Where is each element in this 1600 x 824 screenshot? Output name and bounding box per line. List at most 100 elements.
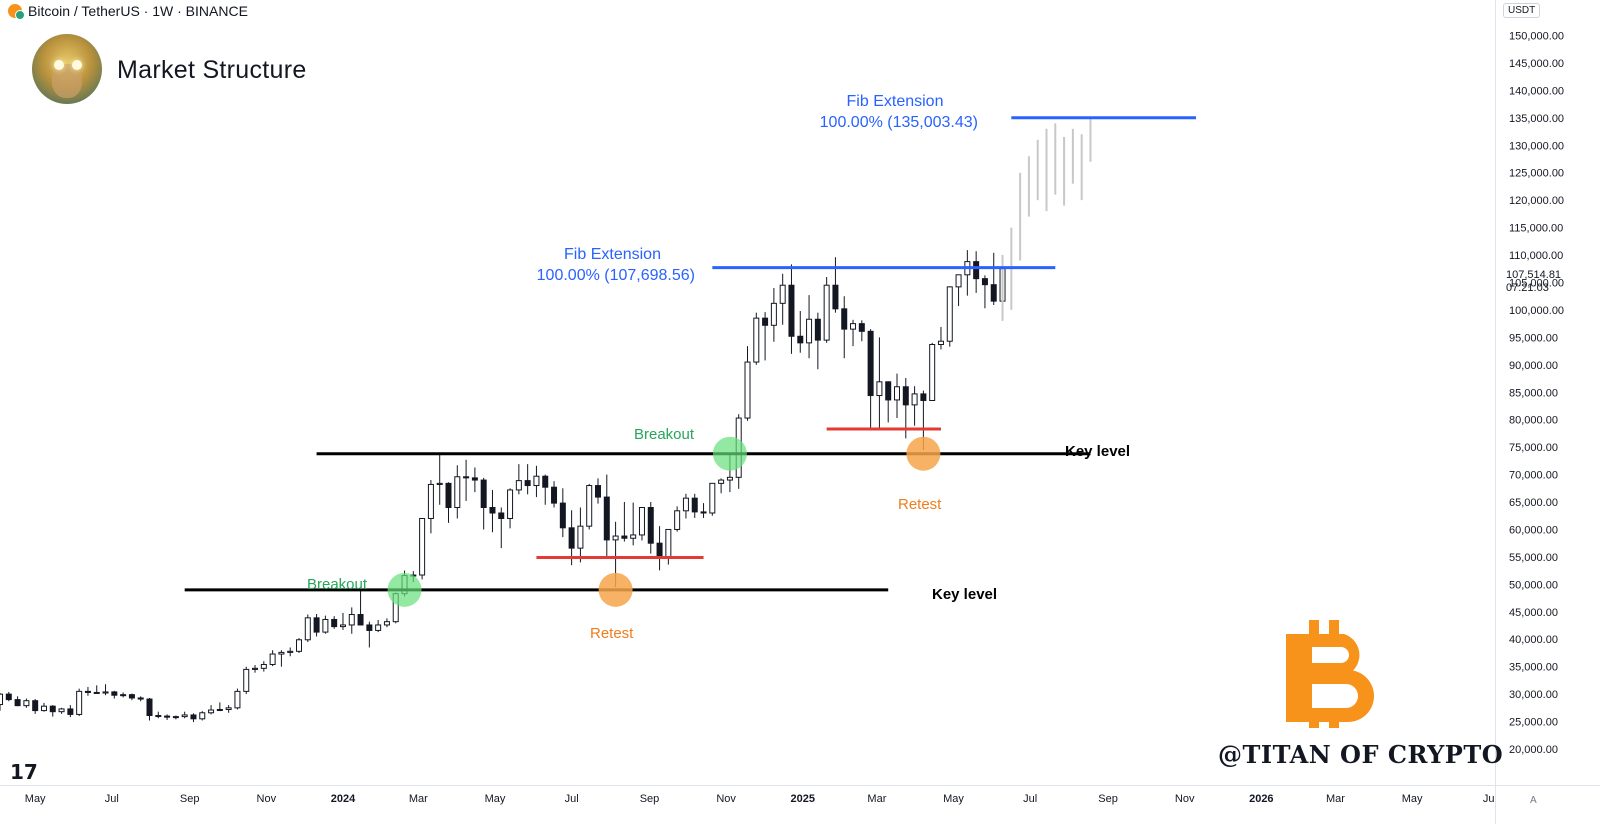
- candle-body: [507, 489, 514, 519]
- candle-body: [542, 475, 549, 488]
- candle-body: [498, 512, 505, 519]
- bitcoin-logo: [1286, 620, 1374, 728]
- candle-body: [515, 480, 522, 491]
- price-tick-label: 85,000.00: [1509, 387, 1558, 399]
- price-tick-label: 100,000.00: [1509, 305, 1564, 317]
- price-tick-label: 150,000.00: [1509, 31, 1564, 43]
- price-tick-label: 105,000.00: [1509, 277, 1564, 289]
- candle-body: [296, 639, 302, 652]
- time-tick-label: Mar: [1326, 793, 1345, 805]
- candle-body: [603, 496, 610, 541]
- candle-body: [287, 650, 294, 653]
- time-tick-label: Ju: [1483, 793, 1495, 805]
- fib-lower-title: Fib Extension: [564, 246, 661, 263]
- price-tick-label: 115,000.00: [1509, 223, 1563, 235]
- candle-body: [559, 502, 566, 529]
- candle-body: [5, 693, 12, 701]
- candle-body: [436, 482, 443, 485]
- candle-body: [269, 653, 276, 665]
- candle-body: [102, 691, 109, 694]
- candle-body: [955, 274, 962, 288]
- price-axis[interactable]: 20,000.00 25,000.00 30,000.00 35,000.00 40,0…: [1495, 0, 1565, 824]
- currency-badge[interactable]: USDT: [1503, 3, 1541, 18]
- candle-body: [797, 335, 804, 344]
- candle-body: [885, 381, 892, 401]
- candle-body: [762, 317, 769, 326]
- candle-body: [445, 482, 452, 509]
- candle-body: [454, 476, 461, 509]
- price-tick-label: 125,000.00: [1509, 168, 1564, 180]
- price-tick-label: 35,000.00: [1509, 662, 1558, 674]
- price-tick-label: 70,000.00: [1509, 470, 1558, 482]
- candle-body: [709, 482, 716, 514]
- candle-body: [551, 486, 558, 504]
- candle-body: [770, 302, 777, 326]
- candle-body: [823, 284, 830, 341]
- price-tick-label: 50,000.00: [1509, 579, 1558, 591]
- price-tick-label: 135,000.00: [1509, 113, 1564, 125]
- tradingview-logo[interactable]: 17: [10, 760, 38, 784]
- candle-body: [524, 480, 531, 487]
- price-tick-label: 55,000.00: [1509, 552, 1558, 564]
- price-tick-label: 130,000.00: [1509, 140, 1564, 152]
- projection-layer: [1001, 117, 1092, 321]
- candle-body: [480, 479, 487, 509]
- price-tick-label: 30,000.00: [1509, 689, 1558, 701]
- candle-body: [744, 361, 751, 419]
- candle-body: [656, 542, 663, 558]
- candle-body: [973, 261, 980, 280]
- candle-body: [67, 708, 74, 715]
- time-tick-label: 2024: [331, 793, 356, 805]
- symbol-header[interactable]: Bitcoin / TetherUS · 1W · BINANCE: [8, 3, 248, 20]
- candle-body: [164, 715, 171, 718]
- time-tick-label: Jul: [105, 793, 119, 805]
- candle-body: [313, 617, 320, 633]
- price-tick-label: 75,000.00: [1509, 442, 1558, 454]
- auto-scale-button[interactable]: A: [1530, 795, 1537, 806]
- candle-body: [199, 712, 206, 720]
- time-axis[interactable]: May Jul Sep Nov 2024 Mar May Jul Sep Nov 2025 Mar Ma…: [0, 785, 1600, 806]
- candle-body: [120, 694, 127, 697]
- candle-body: [14, 699, 21, 707]
- time-tick-label: Nov: [1175, 793, 1195, 805]
- avatar-eye-left: [54, 60, 64, 70]
- candle-body: [190, 714, 197, 720]
- candle-body: [621, 535, 628, 539]
- time-tick-label: May: [943, 793, 964, 805]
- price-tick-label: 60,000.00: [1509, 524, 1558, 536]
- candle-body: [850, 323, 857, 330]
- fib-upper-label: Fib Extension 100.00% (135,003.43): [812, 91, 978, 133]
- candle-body: [322, 618, 329, 633]
- price-tick-label: 65,000.00: [1509, 497, 1558, 509]
- candle-body: [40, 705, 47, 712]
- candle-body: [894, 386, 900, 401]
- candle-body: [981, 278, 988, 286]
- candle-body: [304, 617, 311, 641]
- candles-layer: [0, 250, 1006, 723]
- time-tick-label: May: [1402, 793, 1423, 805]
- retest-marker: [598, 572, 633, 607]
- candle-body: [691, 497, 698, 513]
- candle-body: [577, 525, 584, 549]
- chart-title: Market Structure: [117, 56, 307, 84]
- candle-body: [172, 716, 179, 719]
- candle-body: [832, 284, 839, 310]
- candle-body: [630, 534, 637, 539]
- breakout-marker: [712, 436, 747, 471]
- candle-body: [841, 308, 848, 330]
- candle-body: [937, 340, 944, 346]
- candle-body: [489, 507, 496, 514]
- candle-body: [647, 507, 654, 544]
- candle-body: [84, 690, 91, 693]
- bar-countdown-label: 07:21:03: [1506, 282, 1549, 294]
- candle-body: [155, 715, 162, 718]
- candle-body: [946, 286, 953, 342]
- key-level-label-upper: Key level: [1065, 443, 1131, 460]
- btc-usdt-icon: [8, 4, 25, 20]
- candle-body: [471, 477, 478, 481]
- price-tick-label: 120,000.00: [1509, 195, 1564, 207]
- candle-body: [357, 614, 364, 626]
- price-tick-label: 95,000.00: [1509, 332, 1558, 344]
- bitcoin-symbol-stem: [1286, 634, 1312, 722]
